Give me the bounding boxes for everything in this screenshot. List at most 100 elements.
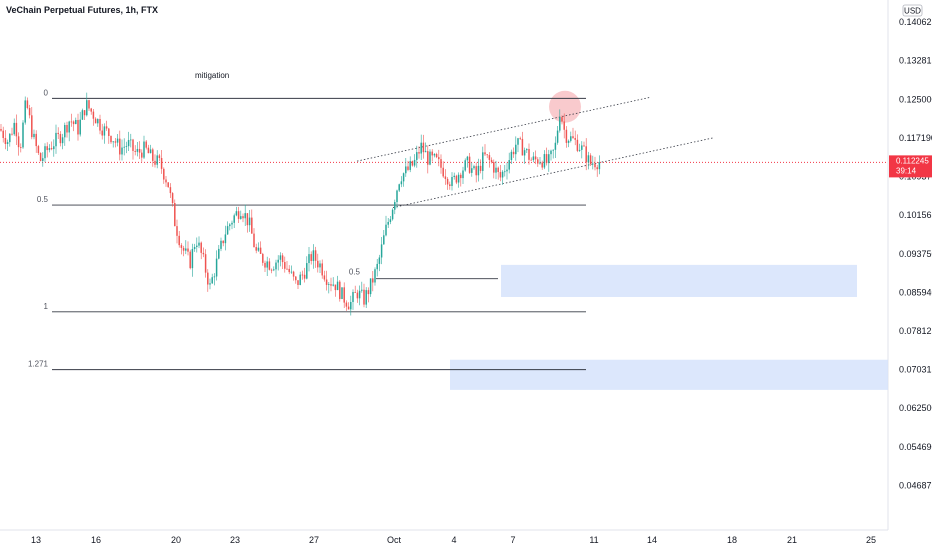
candle-body — [482, 152, 484, 171]
candle-body — [519, 138, 521, 140]
candle-body — [343, 287, 345, 303]
fibonacci-retracement[interactable] — [52, 97, 586, 371]
candle-body — [204, 254, 207, 273]
candle-body — [152, 149, 154, 161]
candle-body — [55, 132, 57, 147]
time-axis[interactable]: 13 16 20 23 27 Oct 4 7 11 14 18 21 25 — [31, 535, 876, 545]
candle-body — [453, 175, 455, 178]
candle-body — [11, 133, 13, 135]
candle-body — [22, 122, 24, 148]
candle-body — [578, 149, 581, 151]
candle-body — [59, 134, 62, 144]
candle-body — [112, 141, 114, 143]
candle-body — [440, 159, 442, 168]
candle-body — [17, 136, 20, 148]
channel-upper-line[interactable] — [356, 96, 651, 162]
current-price-value: 0.112245 — [896, 156, 929, 165]
candle-body — [288, 268, 290, 273]
upper-demand-zone[interactable] — [501, 264, 857, 297]
candle-body — [563, 121, 565, 130]
candle-body — [523, 150, 526, 156]
candle-body — [81, 110, 84, 120]
candle-body — [345, 302, 348, 307]
candle-body — [583, 145, 585, 147]
mitigation-annotation[interactable]: mitigation — [195, 71, 229, 80]
candle-body — [402, 173, 405, 182]
candle-body — [134, 150, 136, 152]
candle-body — [306, 263, 308, 279]
candle-body — [455, 175, 458, 183]
candle-body — [149, 149, 152, 154]
fib-level-label: 1.271 — [28, 360, 49, 369]
candle-body — [361, 289, 363, 291]
candle-body — [9, 133, 11, 143]
price-axis[interactable]: 0.1406250.1328150.1250000.1171900.109375… — [899, 17, 932, 490]
candle-body — [31, 115, 33, 138]
candle-body — [352, 292, 354, 302]
price-tick-label: 0.132815 — [899, 56, 932, 66]
currency-badge[interactable] — [902, 4, 923, 17]
candle-body — [13, 122, 15, 135]
candle-body — [174, 203, 176, 227]
candle-body — [180, 245, 183, 248]
candlestick-series[interactable] — [0, 92, 601, 316]
candle-body — [57, 132, 59, 135]
price-tick-label: 0.078125 — [899, 326, 932, 336]
candle-body — [182, 247, 185, 251]
candle-body — [587, 155, 590, 163]
candle-body — [341, 287, 343, 299]
candle-body — [24, 100, 26, 123]
candle-body — [198, 242, 200, 246]
candle-body — [53, 146, 55, 150]
candle-body — [438, 157, 440, 160]
candle-body — [301, 274, 304, 276]
candle-body — [473, 166, 475, 169]
highlight-circle[interactable] — [549, 90, 581, 123]
candle-body — [495, 167, 497, 173]
candle-body — [534, 156, 537, 160]
lower-demand-zone[interactable] — [450, 359, 888, 390]
candle-body — [64, 125, 66, 138]
candle-body — [242, 216, 244, 219]
candle-body — [336, 281, 339, 291]
parallel-channel[interactable] — [356, 96, 714, 208]
candle-body — [290, 271, 293, 273]
fib-level-label: 0 — [44, 88, 49, 97]
candle-body — [424, 151, 427, 153]
candle-body — [442, 167, 444, 177]
candle-body — [339, 281, 341, 299]
candle-body — [270, 269, 273, 271]
candle-body — [598, 162, 601, 170]
candle-body — [138, 148, 141, 153]
candle-body — [356, 292, 359, 299]
candle-body — [130, 139, 132, 141]
candle-body — [178, 235, 180, 246]
candle-body — [231, 222, 233, 225]
candle-body — [37, 146, 40, 154]
candle-body — [521, 138, 524, 156]
candle-body — [226, 226, 229, 235]
candle-body — [444, 176, 447, 179]
candle-body — [572, 136, 574, 139]
candle-body — [486, 154, 488, 156]
candle-body — [548, 154, 550, 164]
candle-body — [220, 240, 222, 249]
candle-body — [44, 146, 46, 159]
candle-body — [191, 248, 194, 269]
candle-body — [490, 159, 493, 163]
candle-body — [308, 254, 310, 264]
candle-body — [136, 148, 139, 152]
candle-body — [97, 119, 99, 124]
candle-body — [15, 122, 18, 137]
candle-body — [350, 301, 352, 310]
candle-body — [0, 129, 2, 131]
candle-body — [543, 154, 546, 168]
candle-body — [407, 166, 409, 170]
candle-body — [416, 152, 418, 160]
candle-body — [176, 226, 178, 236]
candle-body — [310, 254, 312, 262]
